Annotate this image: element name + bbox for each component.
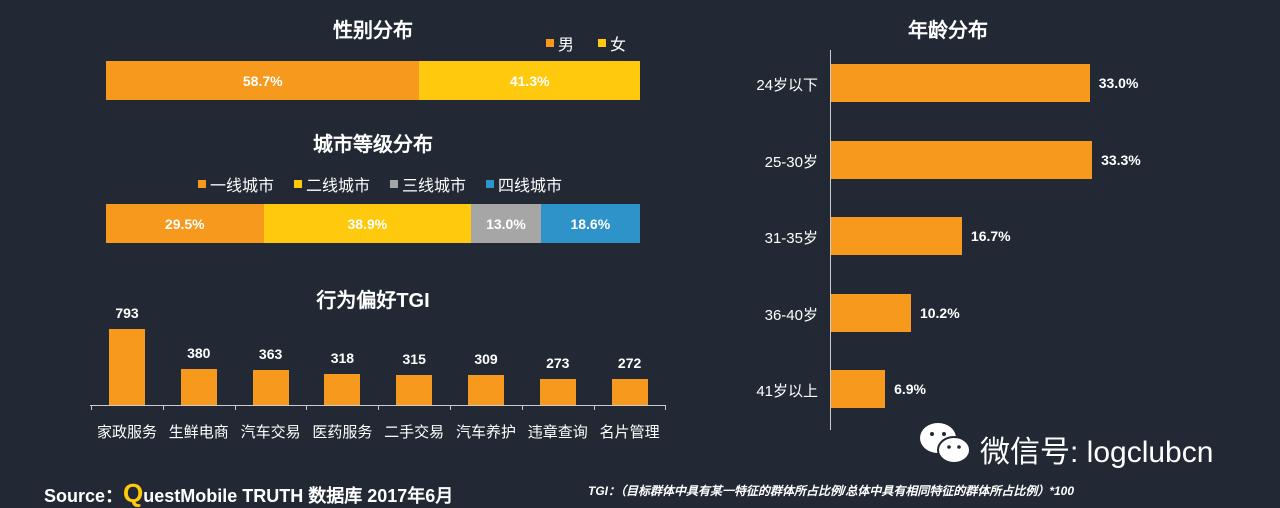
legend-swatch xyxy=(546,39,554,47)
tgi-value-label: 363 xyxy=(258,346,283,363)
tgi-category-label: 名片管理 xyxy=(599,424,660,441)
age-category-label: 31-35岁 xyxy=(764,230,818,247)
tgi-value-label: 309 xyxy=(474,351,498,368)
tgi-tick xyxy=(234,405,236,410)
tgi-title: 行为偏好TGI xyxy=(316,290,430,312)
tgi-tick xyxy=(162,405,164,410)
source-rest: uestMobile TRUTH 数据库 2017年6月 xyxy=(143,486,454,506)
legend-item: 三线城市 xyxy=(390,172,466,196)
bar-segment: 13.0% xyxy=(471,204,541,243)
age-category-label: 25-30岁 xyxy=(764,153,818,171)
tgi-category-label: 违章查询 xyxy=(527,424,588,441)
legend-item: 男 xyxy=(546,31,574,55)
bar-segment: 58.7% xyxy=(106,61,420,100)
source-text: Source：QuestMobile TRUTH 数据库 2017年6月 xyxy=(44,478,453,508)
tgi-value-label: 380 xyxy=(187,344,211,361)
legend-swatch xyxy=(198,180,206,188)
tgi-category-label: 家政服务 xyxy=(96,424,157,441)
tgi-bar xyxy=(324,374,361,405)
age-category-label: 36-40岁 xyxy=(764,306,818,324)
tgi-value-label: 793 xyxy=(115,304,139,321)
age-category-label: 41岁以上 xyxy=(756,383,818,400)
age-bar xyxy=(831,293,911,332)
tgi-value-label: 273 xyxy=(546,354,570,371)
age-axis xyxy=(830,50,831,430)
bar-segment: 18.6% xyxy=(540,204,640,243)
tgi-category-label: 生鲜电商 xyxy=(168,424,229,441)
tgi-category-label: 二手交易 xyxy=(384,424,445,441)
age-value-label: 10.2% xyxy=(919,304,960,321)
tgi-tick xyxy=(306,405,308,410)
tgi-note: TGI：（目标群体中具有某一特征的群体所占比例/总体中具有相同特征的群体所占比例… xyxy=(588,484,1075,498)
questmobile-logo-q: Q xyxy=(123,478,144,508)
bar-segment: 41.3% xyxy=(419,61,640,100)
tgi-bar xyxy=(180,368,217,405)
tgi-bar xyxy=(611,378,648,405)
tgi-bar xyxy=(109,328,145,405)
tgi-tick xyxy=(378,405,380,410)
tgi-value-label: 318 xyxy=(330,350,355,367)
age-bar xyxy=(831,217,962,255)
tgi-bar xyxy=(252,370,289,405)
bar-segment: 38.9% xyxy=(263,204,472,243)
legend-swatch xyxy=(598,39,606,47)
age-value-label: 33.0% xyxy=(1098,75,1139,91)
age-value-label: 33.3% xyxy=(1101,151,1141,168)
legend-item: 四线城市 xyxy=(486,172,562,196)
tgi-value-label: 272 xyxy=(617,354,642,371)
age-title: 年龄分布 xyxy=(908,20,988,42)
age-value-label: 6.9% xyxy=(894,381,927,397)
source-prefix: Source： xyxy=(44,486,124,506)
legend-item: 二线城市 xyxy=(294,172,370,196)
legend-swatch xyxy=(294,180,302,188)
tgi-category-label: 汽车养护 xyxy=(455,424,516,441)
age-bar xyxy=(831,64,1090,102)
tgi-tick xyxy=(521,405,523,410)
legend-label: 二线城市 xyxy=(306,178,371,195)
tgi-value-label: 315 xyxy=(402,350,426,367)
bar-segment: 29.5% xyxy=(106,204,264,243)
tgi-bar xyxy=(396,374,433,405)
legend-label: 一线城市 xyxy=(210,178,275,195)
tgi-tick xyxy=(91,405,92,410)
tgi-category-label: 汽车交易 xyxy=(240,424,301,441)
age-bar xyxy=(831,140,1093,179)
legend-item: 一线城市 xyxy=(198,172,274,196)
tgi-category-label: 医药服务 xyxy=(312,424,373,441)
gender-title: 性别分布 xyxy=(333,20,413,42)
legend-label: 四线城市 xyxy=(498,178,563,195)
tgi-tick xyxy=(450,405,451,410)
tgi-bar xyxy=(468,375,504,405)
legend-swatch xyxy=(390,180,398,188)
legend-item: 女 xyxy=(598,31,626,55)
legend-label: 男 xyxy=(558,37,575,54)
legend-label: 三线城市 xyxy=(402,178,467,195)
tgi-tick xyxy=(593,405,595,410)
tgi-bar xyxy=(539,378,576,405)
tgi-tick xyxy=(665,405,666,410)
city-title: 城市等级分布 xyxy=(313,134,433,156)
wechat-icon xyxy=(918,420,974,473)
age-bar xyxy=(831,370,886,408)
legend-label: 女 xyxy=(610,37,627,54)
tgi-axis xyxy=(90,405,665,406)
age-category-label: 24岁以下 xyxy=(756,77,818,94)
age-value-label: 16.7% xyxy=(970,228,1011,244)
watermark-text: 微信号: logclubcn xyxy=(980,436,1214,469)
legend-swatch xyxy=(486,180,494,188)
